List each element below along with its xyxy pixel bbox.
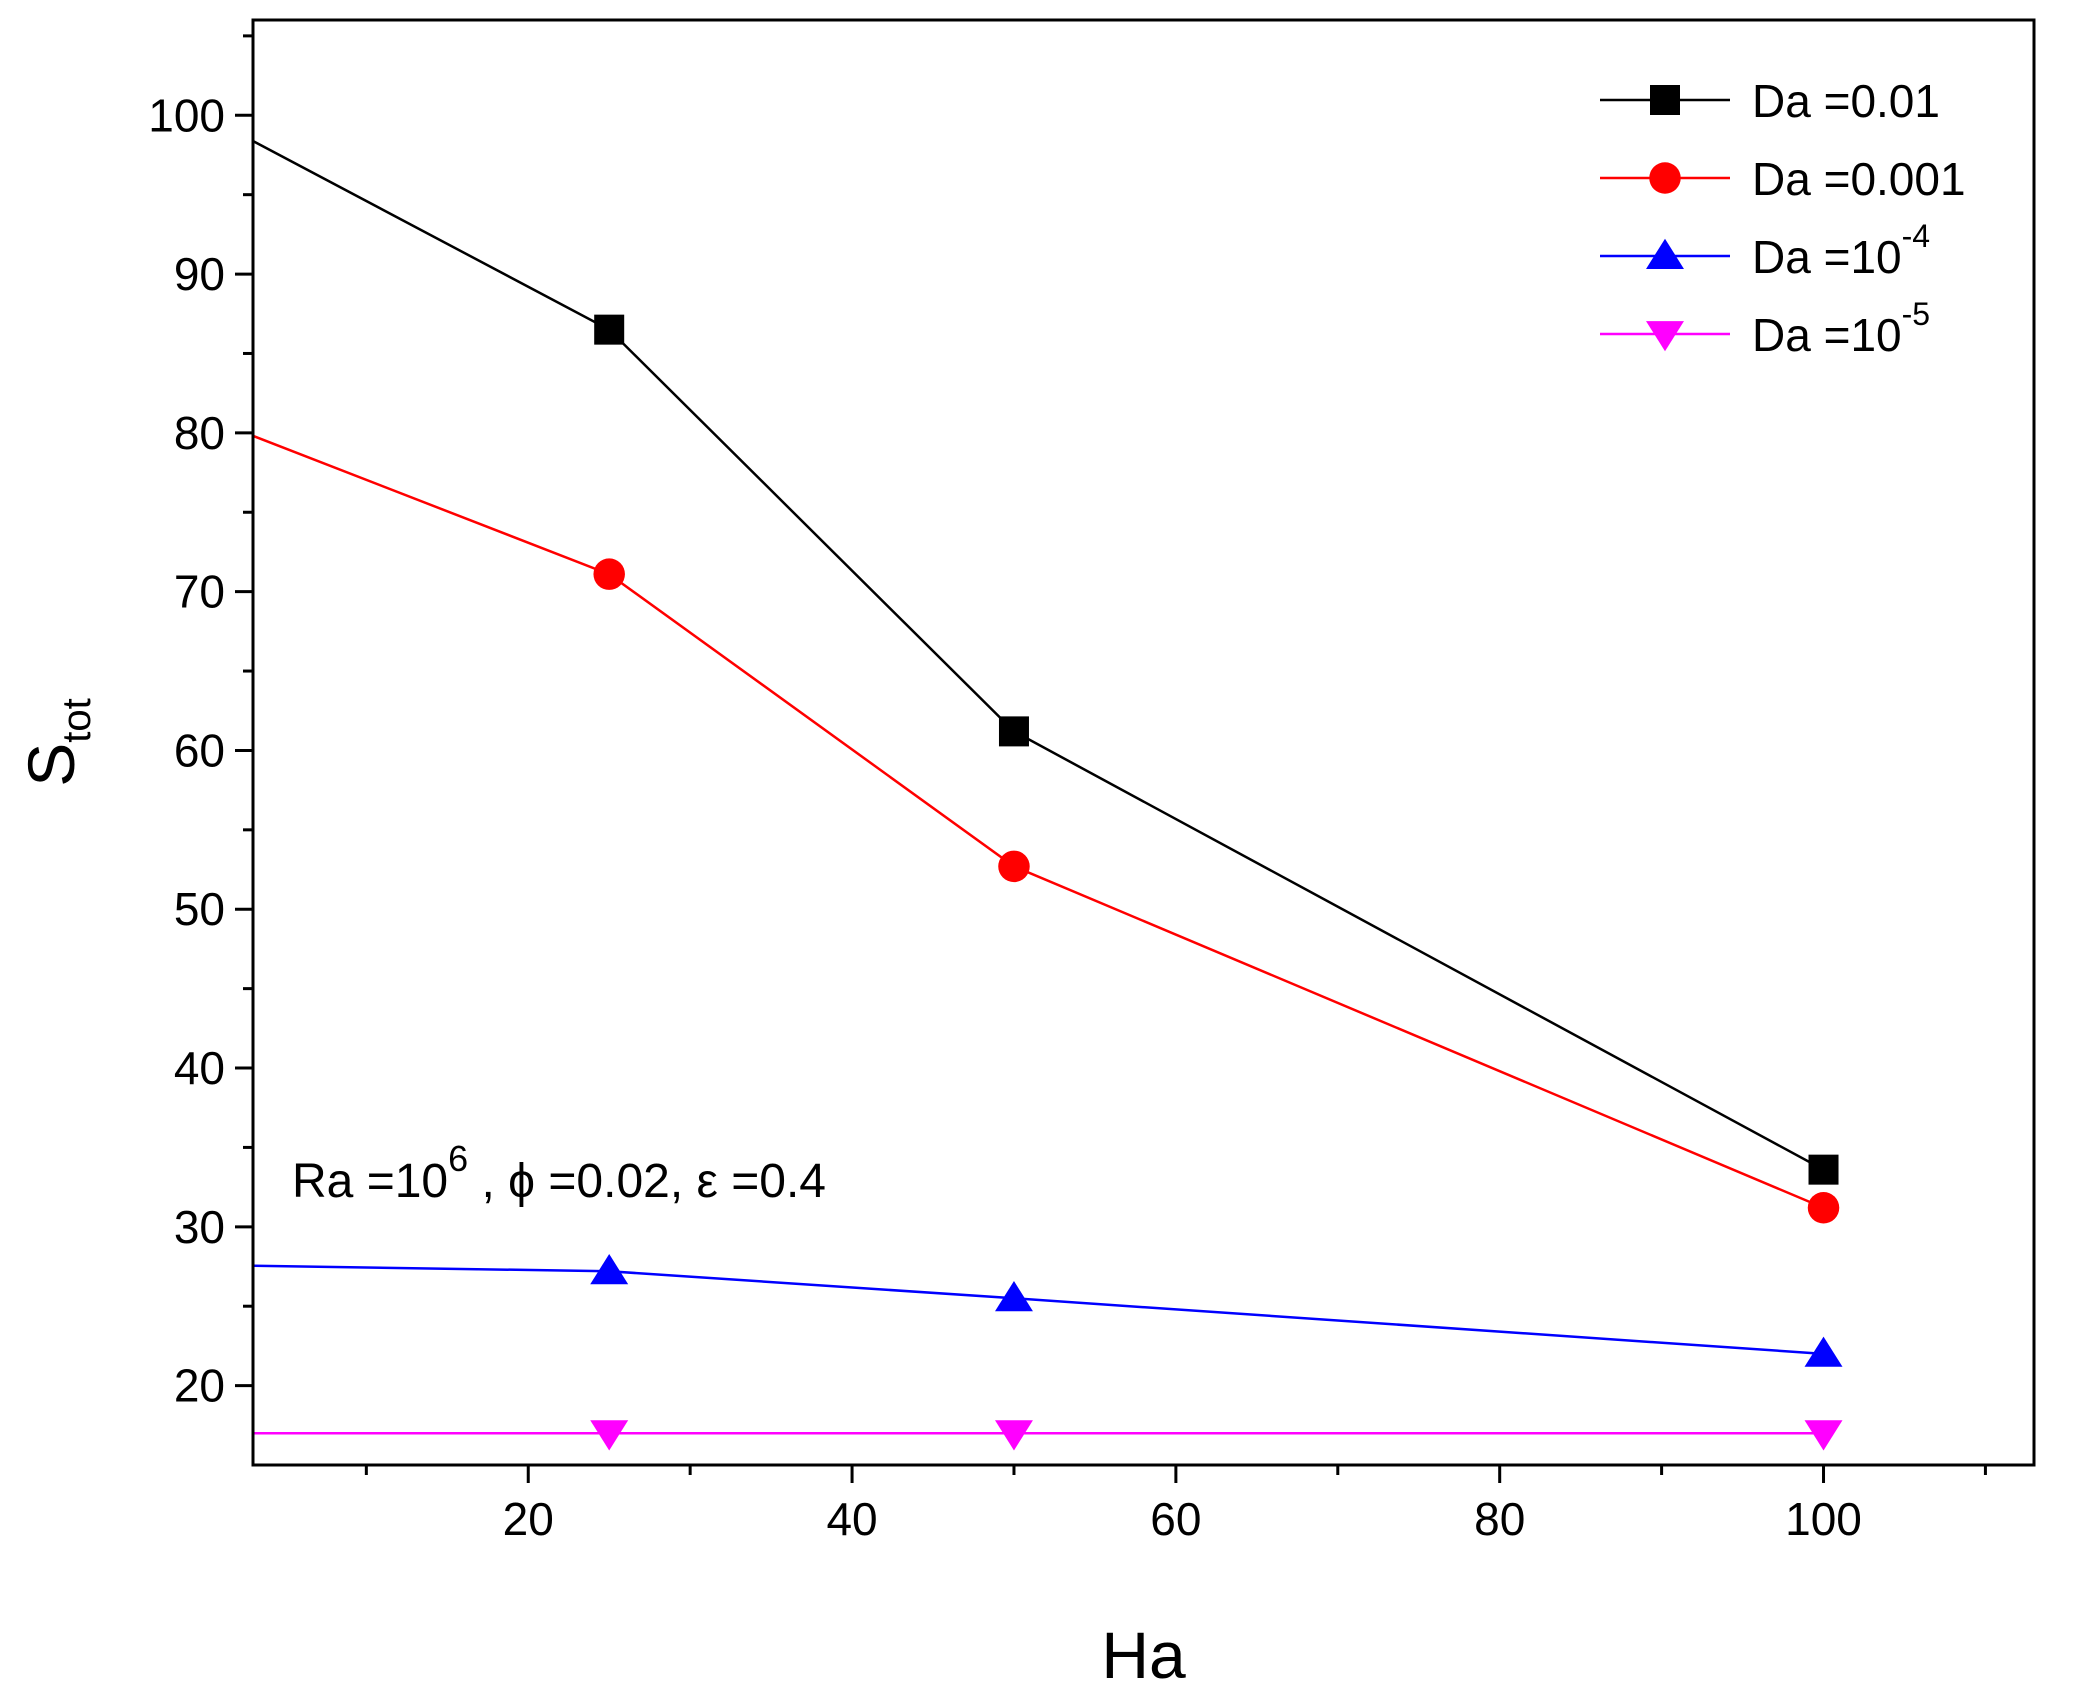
series-2-point bbox=[593, 558, 625, 590]
x-tick-label: 40 bbox=[826, 1493, 877, 1545]
y-tick-label: 90 bbox=[174, 248, 225, 300]
y-axis-title: Stot bbox=[14, 698, 99, 787]
series-4-point bbox=[1804, 1420, 1843, 1451]
x-tick-label: 60 bbox=[1150, 1493, 1201, 1545]
series-line-3 bbox=[253, 1264, 1824, 1356]
y-tick-label: 70 bbox=[174, 566, 225, 618]
legend-label-1: Da =0.01 bbox=[1752, 75, 1940, 127]
annotation-part2: , ϕ =0.02, ε =0.4 bbox=[468, 1155, 826, 1208]
series-3-point bbox=[994, 1281, 1033, 1312]
y-tick-label: 40 bbox=[174, 1042, 225, 1094]
series-line-2 bbox=[253, 434, 1825, 1209]
series-1-point bbox=[594, 314, 625, 345]
x-tick-label: 20 bbox=[503, 1493, 554, 1545]
legend-marker-1 bbox=[1650, 85, 1680, 115]
y-tick-label: 80 bbox=[174, 407, 225, 459]
y-tick-label: 50 bbox=[174, 883, 225, 935]
legend-marker-2 bbox=[1649, 162, 1681, 194]
series-2-point bbox=[998, 850, 1030, 883]
series-4-point bbox=[590, 1420, 629, 1451]
x-axis-title: Ha bbox=[1101, 1618, 1186, 1692]
x-tick-label: 100 bbox=[1785, 1493, 1862, 1545]
series-line-1 bbox=[253, 139, 1825, 1171]
series-4-point bbox=[994, 1420, 1033, 1451]
legend-marker-3 bbox=[1646, 238, 1684, 269]
annotation-part1: Ra =10 bbox=[292, 1155, 448, 1208]
y-tick-label: 60 bbox=[174, 724, 225, 776]
y-tick-label: 100 bbox=[148, 89, 225, 141]
legend: Da =0.01 Da =0.001 Da =10-4 Da =10-5 bbox=[1600, 75, 1966, 361]
y-axis-title-base: S bbox=[14, 743, 88, 787]
series-1-point bbox=[998, 716, 1029, 747]
annotation-superscript: 6 bbox=[448, 1138, 468, 1179]
legend-label-2: Da =0.001 bbox=[1752, 153, 1966, 205]
legend-marker-4 bbox=[1646, 321, 1684, 352]
series-3-point bbox=[1804, 1336, 1843, 1367]
series-3-point bbox=[590, 1254, 629, 1285]
x-tick-label: 80 bbox=[1474, 1493, 1525, 1545]
parameter-annotation: Ra =106 , ϕ =0.02, ε =0.4 bbox=[292, 1138, 826, 1208]
y-tick-label: 30 bbox=[174, 1201, 225, 1253]
series-1-point bbox=[1808, 1154, 1839, 1185]
y-axis-title-subscript: tot bbox=[55, 698, 99, 742]
plot-area-frame bbox=[251, 18, 2036, 1467]
series-2-point bbox=[1807, 1192, 1840, 1224]
y-tick-label: 20 bbox=[174, 1360, 225, 1412]
legend-label-3: Da =10-4 bbox=[1752, 218, 1930, 283]
legend-label-4: Da =10-5 bbox=[1752, 296, 1930, 361]
